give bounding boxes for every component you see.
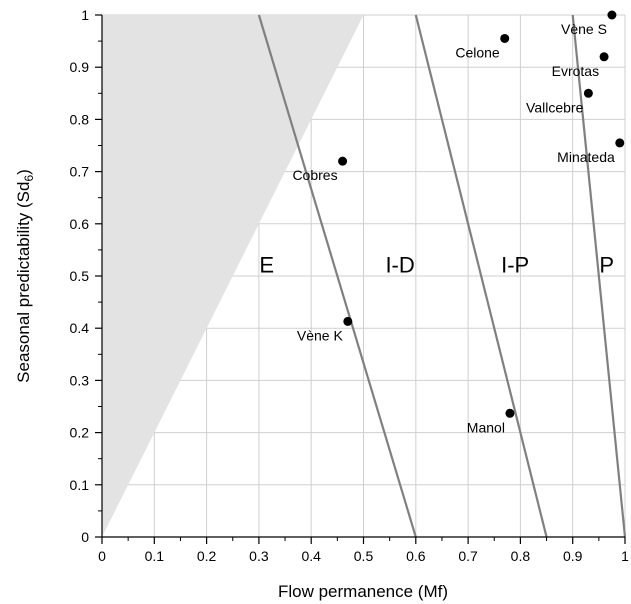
y-tick-label: 0.9 — [70, 59, 90, 75]
x-tick-label: 0.9 — [563, 548, 583, 564]
data-point — [599, 52, 609, 62]
y-tick-label: 0.7 — [70, 164, 90, 180]
zone-label: P — [599, 253, 614, 278]
y-axis-title: Seasonal predictability (Sd6) — [14, 169, 36, 383]
x-tick-label: 0.7 — [458, 548, 478, 564]
zone-labels: E I-D I-P P — [259, 253, 614, 278]
data-point — [343, 316, 353, 326]
y-tick-label: 0.3 — [70, 372, 90, 388]
y-axis-title-subscript: 6 — [22, 175, 36, 182]
data-point — [583, 88, 593, 98]
data-point-label: Evrotas — [552, 63, 599, 79]
x-tick-label: 0 — [98, 548, 106, 564]
y-tick-label: 0.2 — [70, 425, 90, 441]
y-tick-label: 0.6 — [70, 216, 90, 232]
x-axis-title: Flow permanence (Mf) — [278, 582, 448, 601]
data-point — [505, 408, 515, 418]
data-points: Vène S Celone Evrotas Vallcebre Minateda Cobr… — [292, 10, 625, 435]
data-point — [338, 156, 348, 166]
x-tick-label: 0.2 — [197, 548, 217, 564]
y-tick-label: 0.5 — [70, 268, 90, 284]
y-tick-label: 1 — [81, 7, 89, 23]
boundary-line — [414, 14, 548, 538]
data-point-label: Manol — [467, 419, 505, 435]
x-tick-label: 0.8 — [511, 548, 531, 564]
axis-ticks: 0 0.1 0.2 0.3 0.4 0.5 0.6 0.7 0.8 0.9 1 0 0.1 0.2 0.3 0… — [70, 7, 630, 564]
zone-label: I-D — [385, 253, 414, 278]
data-point-label: Vène K — [297, 327, 344, 343]
x-tick-label: 0.4 — [301, 548, 321, 564]
boundary-line — [257, 14, 417, 538]
data-point-label: Vallcebre — [526, 99, 584, 115]
x-tick-label: 0.5 — [354, 548, 374, 564]
y-tick-label: 0.1 — [70, 477, 90, 493]
data-point — [615, 138, 625, 148]
x-tick-label: 0.6 — [406, 548, 426, 564]
x-tick-label: 1 — [621, 548, 629, 564]
boundary-line — [571, 14, 627, 538]
zone-label: I-P — [501, 253, 529, 278]
y-tick-label: 0 — [81, 529, 89, 545]
y-tick-label: 0.8 — [70, 111, 90, 127]
data-point-label: Vène S — [561, 21, 607, 37]
data-point — [500, 33, 510, 43]
y-axis-title-close: ) — [14, 169, 33, 175]
data-point-label: Celone — [455, 44, 500, 60]
y-axis-title-main: Seasonal predictability (Sd — [14, 182, 33, 383]
zone-label: E — [259, 253, 274, 278]
data-point-label: Minateda — [557, 149, 615, 165]
x-tick-label: 0.3 — [249, 548, 269, 564]
data-point-label: Cobres — [292, 167, 337, 183]
y-tick-label: 0.4 — [70, 320, 90, 336]
x-tick-label: 0.1 — [145, 548, 165, 564]
data-point — [607, 10, 617, 20]
boundary-lines — [257, 14, 627, 538]
